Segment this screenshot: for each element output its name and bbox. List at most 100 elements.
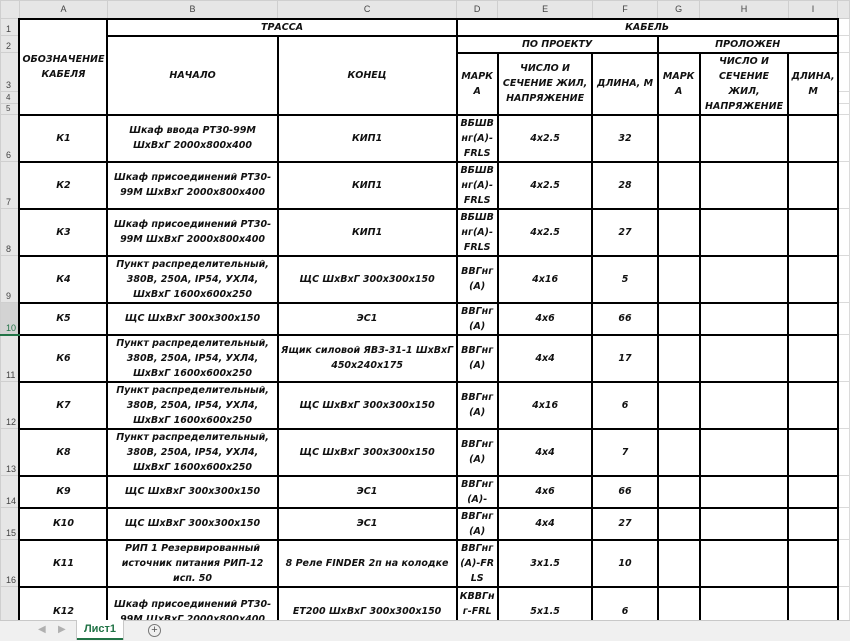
route-end-cell[interactable]: ЭС1	[276, 474, 458, 509]
header-start[interactable]: НАЧАЛО	[106, 34, 279, 116]
row-header-4[interactable]: 4	[0, 91, 20, 104]
project-cores-cell[interactable]: 4х2.5	[496, 160, 594, 210]
column-header-a[interactable]: A	[18, 0, 108, 19]
empty-cell[interactable]	[837, 51, 850, 93]
route-start-cell[interactable]: Пункт распределительный, 380В, 250А, IP5…	[106, 380, 279, 430]
header-route[interactable]: ТРАССА	[106, 17, 458, 37]
laid-cores-cell[interactable]	[698, 333, 790, 383]
project-mark-cell[interactable]: ВБШВнг(А)-FRLS	[455, 160, 499, 210]
project-cores-cell[interactable]: 4х4	[496, 427, 594, 477]
row-header-1[interactable]: 1	[0, 18, 20, 36]
project-mark-cell[interactable]: ВБШВнг(А)-FRLS	[455, 113, 499, 163]
project-cores-cell[interactable]: 4х4	[496, 333, 594, 383]
header-by-project[interactable]: ПО ПРОЕКТУ	[455, 34, 659, 54]
project-length-cell[interactable]: 66	[591, 474, 659, 509]
project-cores-cell[interactable]: 4х4	[496, 506, 594, 541]
header-laid-mark[interactable]: МАРКА	[656, 51, 701, 116]
column-header-i[interactable]: I	[787, 0, 839, 19]
route-end-cell[interactable]: ЭС1	[276, 506, 458, 541]
empty-cell[interactable]	[837, 428, 850, 476]
spreadsheet-grid[interactable]: A B C D E F G H I 1 ОБОЗНАЧЕНИЕ КАБЕЛЯ Т…	[0, 0, 850, 620]
row-header-3[interactable]: 3	[0, 51, 20, 93]
row-header[interactable]: 8	[0, 208, 20, 256]
route-start-cell[interactable]: ЩС ШхВхГ 300х300х150	[106, 506, 279, 541]
cable-id-cell[interactable]: К10	[18, 506, 109, 541]
project-mark-cell[interactable]: ВВГнг(А)	[455, 427, 499, 477]
project-mark-cell[interactable]: ВВГнг(А)	[455, 254, 499, 304]
header-end[interactable]: КОНЕЦ	[276, 34, 458, 116]
cable-id-cell[interactable]: К11	[18, 538, 109, 588]
project-length-cell[interactable]: 10	[591, 538, 659, 588]
project-cores-cell[interactable]: 5х1.5	[496, 585, 594, 620]
laid-length-cell[interactable]	[787, 506, 839, 541]
route-end-cell[interactable]: ЭС1	[276, 301, 458, 336]
header-project-length[interactable]: ДЛИНА, М	[591, 51, 659, 116]
row-header[interactable]: 12	[0, 381, 20, 429]
laid-mark-cell[interactable]	[656, 113, 701, 163]
prev-sheet-button[interactable]: ◀	[38, 624, 46, 635]
laid-mark-cell[interactable]	[656, 506, 701, 541]
cable-id-cell[interactable]: К8	[18, 427, 109, 477]
empty-cell[interactable]	[837, 18, 850, 36]
empty-cell[interactable]	[837, 586, 850, 620]
project-length-cell[interactable]: 6	[591, 585, 659, 620]
project-cores-cell[interactable]: 4х6	[496, 301, 594, 336]
project-length-cell[interactable]: 27	[591, 207, 659, 257]
laid-mark-cell[interactable]	[656, 207, 701, 257]
laid-length-cell[interactable]	[787, 254, 839, 304]
project-length-cell[interactable]: 66	[591, 301, 659, 336]
cable-id-cell[interactable]: К7	[18, 380, 109, 430]
laid-length-cell[interactable]	[787, 380, 839, 430]
cable-id-cell[interactable]: К9	[18, 474, 109, 509]
add-sheet-plus-icon[interactable]: +	[148, 624, 161, 637]
empty-cell[interactable]	[837, 102, 850, 116]
project-length-cell[interactable]: 17	[591, 333, 659, 383]
laid-cores-cell[interactable]	[698, 427, 790, 477]
row-header[interactable]: 10	[0, 302, 20, 336]
project-cores-cell[interactable]: 3х1.5	[496, 538, 594, 588]
column-header-d[interactable]: D	[456, 0, 499, 19]
project-cores-cell[interactable]: 4х2.5	[496, 207, 594, 257]
route-end-cell[interactable]: КИП1	[276, 160, 458, 210]
route-end-cell[interactable]: Ящик силовой ЯВЗ-31-1 ШхВхГ 450х240х175	[276, 333, 458, 383]
project-length-cell[interactable]: 28	[591, 160, 659, 210]
cable-id-cell[interactable]: К12	[18, 585, 109, 620]
row-header[interactable]: 13	[0, 428, 20, 476]
laid-mark-cell[interactable]	[656, 474, 701, 509]
laid-cores-cell[interactable]	[698, 207, 790, 257]
route-start-cell[interactable]: РИП 1 Резервированный источник питания Р…	[106, 538, 279, 588]
laid-length-cell[interactable]	[787, 160, 839, 210]
column-header-h[interactable]: H	[699, 0, 789, 19]
laid-mark-cell[interactable]	[656, 427, 701, 477]
laid-cores-cell[interactable]	[698, 301, 790, 336]
row-header[interactable]: 15	[0, 507, 20, 540]
laid-length-cell[interactable]	[787, 207, 839, 257]
laid-mark-cell[interactable]	[656, 538, 701, 588]
project-cores-cell[interactable]: 4х16	[496, 254, 594, 304]
empty-cell[interactable]	[837, 334, 850, 382]
header-laid-length[interactable]: ДЛИНА, М	[787, 51, 839, 116]
empty-cell[interactable]	[837, 539, 850, 587]
select-all-corner[interactable]	[0, 0, 20, 19]
cable-id-cell[interactable]: К6	[18, 333, 109, 383]
laid-length-cell[interactable]	[787, 333, 839, 383]
route-start-cell[interactable]: Пункт распределительный, 380В, 250А, IP5…	[106, 427, 279, 477]
project-length-cell[interactable]: 7	[591, 427, 659, 477]
project-mark-cell[interactable]: ВВГнг(А)	[455, 380, 499, 430]
project-mark-cell[interactable]: ВВГнг(А)-	[455, 474, 499, 509]
route-end-cell[interactable]: КИП1	[276, 113, 458, 163]
project-length-cell[interactable]: 27	[591, 506, 659, 541]
row-header[interactable]: 16	[0, 539, 20, 587]
header-cable[interactable]: КАБЕЛЬ	[455, 17, 839, 37]
route-end-cell[interactable]: ET200 ШхВхГ 300х300х150	[276, 585, 458, 620]
project-mark-cell[interactable]: ВВГнг(А)	[455, 506, 499, 541]
sheet-tab-list1[interactable]: Лист1	[77, 620, 123, 640]
route-start-cell[interactable]: ЩС ШхВхГ 300х300х150	[106, 301, 279, 336]
laid-cores-cell[interactable]	[698, 474, 790, 509]
cable-id-cell[interactable]: К4	[18, 254, 109, 304]
laid-mark-cell[interactable]	[656, 333, 701, 383]
laid-cores-cell[interactable]	[698, 585, 790, 620]
route-end-cell[interactable]: ЩС ШхВхГ 300х300х150	[276, 254, 458, 304]
laid-length-cell[interactable]	[787, 585, 839, 620]
project-cores-cell[interactable]: 4х2.5	[496, 113, 594, 163]
